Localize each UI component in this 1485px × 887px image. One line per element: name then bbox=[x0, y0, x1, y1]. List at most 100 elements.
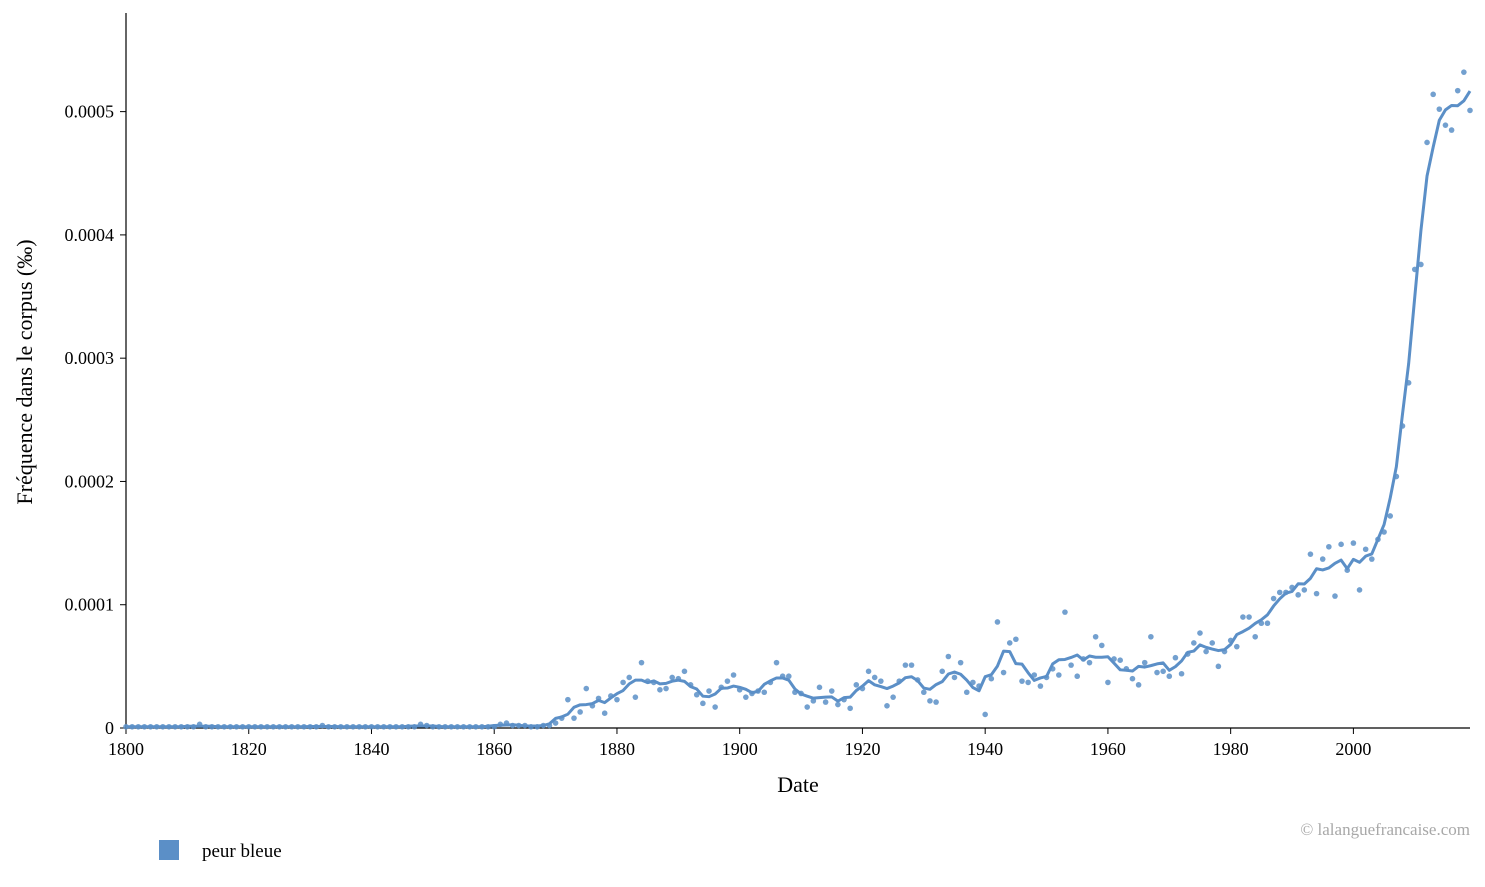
data-point bbox=[1332, 593, 1338, 599]
data-point bbox=[1319, 556, 1326, 562]
data-point bbox=[1418, 261, 1424, 268]
data-point bbox=[1056, 672, 1062, 678]
data-point bbox=[669, 674, 675, 681]
data-point bbox=[1074, 673, 1081, 680]
x-ticks: 1800 1820 1840 1860 1880 1900 1920 1940 1960 1980… bbox=[108, 728, 1371, 759]
x-tick-label: 2000 bbox=[1335, 739, 1371, 759]
data-point bbox=[1326, 543, 1332, 550]
data-point bbox=[681, 668, 688, 675]
data-point bbox=[1209, 640, 1216, 646]
data-point bbox=[552, 720, 559, 726]
data-point bbox=[927, 698, 933, 704]
data-point bbox=[1246, 614, 1252, 620]
x-tick-label: 1980 bbox=[1213, 739, 1249, 759]
data-point bbox=[743, 694, 749, 700]
x-tick-label: 1820 bbox=[231, 739, 267, 759]
data-point bbox=[1098, 642, 1105, 649]
data-point bbox=[1467, 107, 1473, 114]
data-point bbox=[577, 709, 583, 715]
data-point bbox=[816, 684, 823, 691]
data-point bbox=[951, 674, 958, 681]
x-tick-label: 1920 bbox=[844, 739, 880, 759]
data-point bbox=[1178, 670, 1185, 677]
data-point bbox=[1006, 640, 1013, 646]
data-point bbox=[1019, 678, 1025, 684]
data-point bbox=[565, 696, 571, 703]
data-point bbox=[1166, 673, 1173, 680]
data-point bbox=[601, 710, 608, 717]
data-point bbox=[1362, 546, 1369, 553]
legend: peur bleue bbox=[159, 840, 282, 862]
data-point bbox=[1424, 139, 1430, 146]
x-tick-label: 1840 bbox=[353, 739, 389, 759]
data-point bbox=[1037, 683, 1044, 689]
data-point bbox=[1436, 106, 1443, 112]
data-point bbox=[614, 696, 620, 703]
data-point bbox=[957, 659, 964, 666]
data-point bbox=[1442, 122, 1449, 128]
x-tick-label: 1900 bbox=[722, 739, 758, 759]
data-point bbox=[1387, 513, 1394, 519]
data-point bbox=[1129, 675, 1136, 682]
x-tick-label: 1960 bbox=[1090, 739, 1126, 759]
data-point bbox=[994, 619, 1001, 625]
data-point bbox=[865, 668, 872, 675]
data-point bbox=[853, 682, 860, 688]
data-point bbox=[1148, 633, 1154, 640]
data-point bbox=[1000, 669, 1007, 676]
x-tick-label: 1880 bbox=[599, 739, 635, 759]
x-tick-label: 1940 bbox=[967, 739, 1003, 759]
data-point bbox=[1233, 643, 1240, 650]
data-point bbox=[921, 689, 927, 696]
data-point bbox=[1295, 592, 1301, 598]
data-point bbox=[1313, 590, 1320, 597]
data-point bbox=[963, 689, 970, 696]
data-point bbox=[724, 678, 731, 684]
data-point bbox=[1013, 636, 1019, 643]
data-point bbox=[638, 659, 645, 666]
data-point bbox=[1338, 541, 1344, 548]
data-point bbox=[988, 675, 995, 682]
credit-text: © lalanguefrancaise.com bbox=[1300, 820, 1470, 839]
data-point bbox=[626, 674, 633, 681]
data-point bbox=[571, 715, 577, 721]
data-point bbox=[1307, 551, 1314, 557]
data-point bbox=[1197, 630, 1203, 636]
data-point bbox=[945, 653, 952, 660]
data-point bbox=[663, 685, 669, 692]
data-point bbox=[706, 688, 712, 694]
data-point bbox=[939, 668, 946, 675]
y-tick-label: 0 bbox=[105, 718, 114, 738]
data-point bbox=[908, 662, 915, 668]
y-ticks: 0 0.0001 0.0002 0.0003 0.0004 0.0005 bbox=[65, 102, 126, 738]
data-point bbox=[1154, 669, 1160, 676]
y-tick-label: 0.0005 bbox=[65, 102, 115, 122]
data-point bbox=[804, 704, 811, 710]
data-point bbox=[1025, 679, 1031, 686]
data-point bbox=[878, 678, 884, 684]
x-tick-label: 1800 bbox=[108, 739, 144, 759]
data-point bbox=[1117, 657, 1123, 663]
y-tick-label: 0.0003 bbox=[65, 348, 115, 368]
data-point bbox=[773, 659, 780, 666]
x-tick-label: 1860 bbox=[476, 739, 512, 759]
y-tick-label: 0.0004 bbox=[65, 225, 115, 245]
data-point bbox=[1141, 659, 1148, 666]
data-point bbox=[700, 700, 706, 707]
data-point bbox=[1461, 69, 1467, 75]
data-point bbox=[933, 699, 939, 705]
data-point bbox=[1240, 614, 1246, 620]
data-point bbox=[1062, 609, 1068, 615]
legend-label-peur-bleue: peur bleue bbox=[202, 841, 282, 862]
data-points bbox=[123, 69, 1473, 730]
data-point bbox=[1448, 127, 1455, 133]
data-point bbox=[657, 686, 663, 693]
data-point bbox=[1135, 682, 1142, 688]
y-axis-title: Fréquence dans le corpus (‰) bbox=[12, 239, 37, 504]
data-point bbox=[620, 679, 626, 686]
data-point bbox=[1252, 633, 1259, 640]
series-line-peur-bleue bbox=[126, 90, 1472, 729]
data-point bbox=[785, 673, 792, 680]
data-point bbox=[982, 711, 988, 718]
